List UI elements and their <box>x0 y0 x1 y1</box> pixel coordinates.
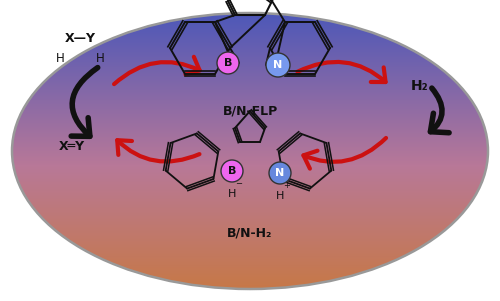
Text: +: + <box>284 181 290 190</box>
Text: H: H <box>96 52 104 66</box>
Text: X═Y: X═Y <box>59 139 85 153</box>
Text: B/N-H₂: B/N-H₂ <box>228 226 272 239</box>
Text: X—Y: X—Y <box>64 33 96 45</box>
FancyArrowPatch shape <box>304 138 386 169</box>
Circle shape <box>217 52 239 74</box>
Text: B/N-FLP: B/N-FLP <box>222 105 278 118</box>
Text: H₂: H₂ <box>411 79 429 93</box>
FancyArrowPatch shape <box>114 57 200 84</box>
Text: −: − <box>236 179 242 188</box>
FancyArrowPatch shape <box>298 62 386 82</box>
Text: H: H <box>56 52 64 66</box>
FancyArrowPatch shape <box>430 88 449 133</box>
Text: B: B <box>224 58 232 68</box>
Text: B: B <box>228 166 236 176</box>
Text: N: N <box>274 60 282 70</box>
Text: H: H <box>228 189 236 199</box>
Circle shape <box>221 160 243 182</box>
FancyArrowPatch shape <box>71 67 98 136</box>
Text: N: N <box>276 168 284 178</box>
Text: H: H <box>276 191 284 201</box>
Circle shape <box>266 53 290 77</box>
FancyArrowPatch shape <box>117 140 200 162</box>
Circle shape <box>269 162 291 184</box>
